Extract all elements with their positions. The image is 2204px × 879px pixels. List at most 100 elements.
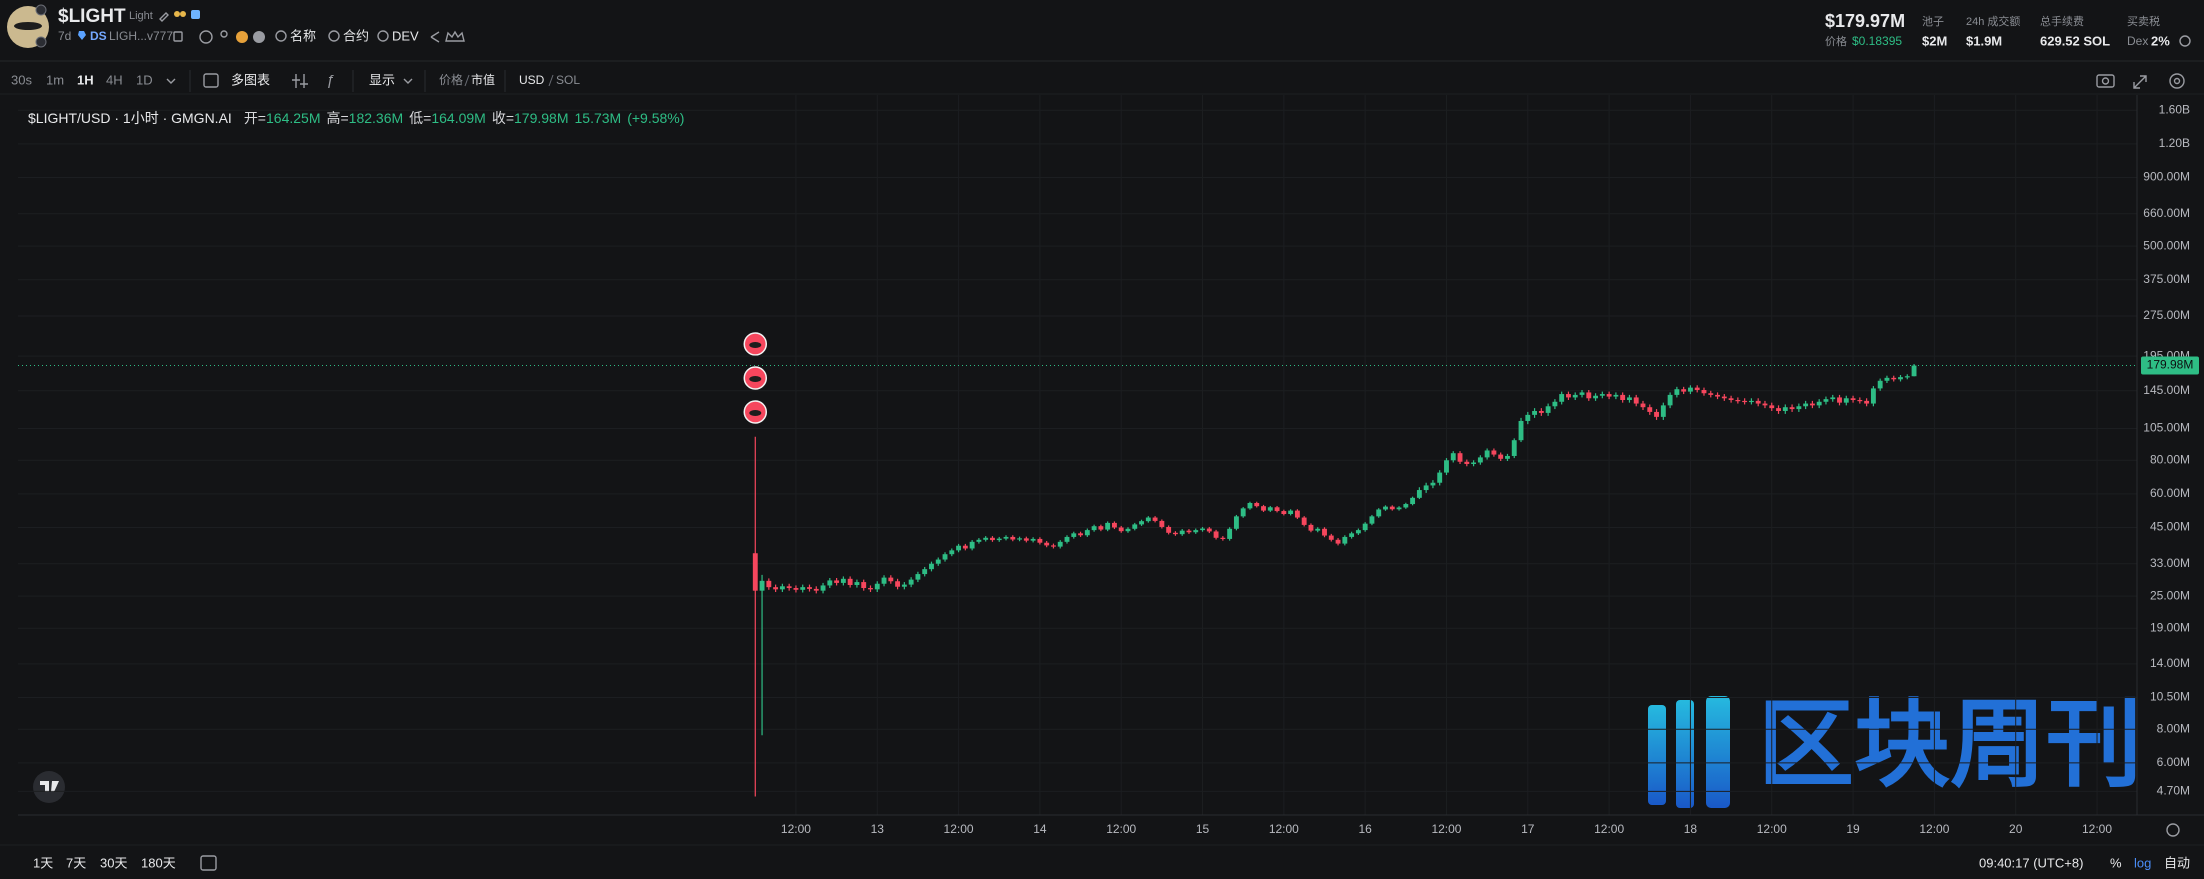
- candle-body: [1322, 528, 1327, 536]
- currency[interactable]: SOL: [556, 73, 580, 87]
- screenshot-icon[interactable]: [2096, 74, 2115, 88]
- x-tick-label: 18: [1684, 822, 1698, 836]
- plot: 1.60B 1.20B 900.00M 660.00M 500.00M 375.00M 27…: [18, 95, 2204, 836]
- scale-mode[interactable]: %: [2110, 855, 2122, 870]
- y-tick-label: 45.00M: [2150, 520, 2190, 534]
- y-tick-label: 900.00M: [2143, 170, 2190, 184]
- candle-body: [1105, 522, 1111, 530]
- goto-date-icon[interactable]: [200, 855, 217, 871]
- event-marker-face: [749, 410, 762, 416]
- candle-body: [1396, 507, 1402, 510]
- search-dev[interactable]: DEV: [392, 28, 419, 43]
- dropdown-icon[interactable]: [166, 78, 176, 84]
- legend-label: 低=: [409, 110, 431, 126]
- range[interactable]: 7天: [66, 855, 86, 870]
- candle-body: [1511, 440, 1517, 456]
- candle-body: [1620, 394, 1626, 401]
- axis-settings-icon[interactable]: [2166, 823, 2180, 837]
- interval[interactable]: 30s: [11, 72, 32, 87]
- scale-mode-active[interactable]: log: [2134, 855, 2151, 870]
- y-tick-label: 1.20B: [2159, 136, 2190, 150]
- stat-label: 24h 成交额: [1966, 14, 2020, 28]
- range[interactable]: 180天: [141, 855, 176, 870]
- globe-icon[interactable]: [199, 30, 213, 44]
- header: $LIGHT Light 7d DS LIGH...v777 名称 合约 DEV…: [7, 4, 2191, 48]
- candle-body: [1735, 400, 1741, 402]
- ohlc-legend: $LIGHT/USD · 1小时 · GMGN.AI 开=164.25M 高=182…: [28, 110, 684, 126]
- settings-icon[interactable]: [2169, 73, 2185, 89]
- display[interactable]: 显示: [369, 72, 395, 87]
- interval-active[interactable]: 1H: [77, 72, 94, 87]
- scale-mode[interactable]: 自动: [2164, 855, 2190, 870]
- candle-body: [1545, 406, 1551, 413]
- candle-body: [793, 588, 799, 590]
- candle-body: [1349, 533, 1355, 537]
- market-cap: $179.97M: [1825, 11, 1905, 31]
- candle-body: [1186, 530, 1192, 533]
- candle-body: [1701, 389, 1707, 394]
- watermark: 区块周刊: [1648, 691, 2142, 808]
- value-mode[interactable]: 价格: [439, 72, 463, 87]
- x-tick-label: 14: [1033, 822, 1047, 836]
- edit-icon[interactable]: [159, 12, 169, 22]
- multi-chart[interactable]: 多图表: [231, 72, 270, 87]
- dropdown-icon[interactable]: [403, 78, 413, 84]
- candle-body: [1383, 506, 1388, 510]
- interval[interactable]: 1D: [136, 72, 153, 87]
- stat-label: 池子: [1922, 15, 1944, 28]
- x-tick-label: 12:00: [1594, 822, 1624, 836]
- user-icon[interactable]: [220, 30, 228, 38]
- search-contract[interactable]: 合约: [343, 28, 369, 43]
- candle-body: [1708, 393, 1714, 395]
- token-symbol: $LIGHT: [58, 6, 126, 27]
- candle-body: [752, 553, 758, 591]
- formula-icon[interactable]: ƒ: [326, 72, 334, 89]
- candle-body: [1566, 394, 1571, 398]
- interval[interactable]: 4H: [106, 72, 123, 87]
- multi-chart-icon[interactable]: [203, 73, 219, 88]
- fullscreen-icon[interactable]: [2133, 75, 2147, 89]
- indicator-icon[interactable]: [292, 74, 308, 88]
- legend-value: 164.09M: [431, 110, 485, 126]
- range[interactable]: 1天: [33, 855, 53, 870]
- legend-value: 179.98M: [514, 110, 568, 126]
- interval[interactable]: 1m: [46, 72, 64, 87]
- candle-body: [1084, 530, 1090, 536]
- slash: [464, 74, 470, 87]
- crown-icon[interactable]: [445, 30, 465, 42]
- x-tick-label: 12:00: [1269, 822, 1299, 836]
- currency-active[interactable]: USD: [519, 73, 545, 87]
- candle-body: [881, 577, 887, 584]
- candle-body: [840, 578, 846, 583]
- candle-body: [1471, 462, 1477, 464]
- watermark-text: 区块周刊: [1758, 691, 2142, 798]
- footer: 1天 7天 30天 180天 09:40:17 (UTC+8) % log 自动: [33, 855, 2190, 871]
- search-name[interactable]: 名称: [290, 28, 316, 43]
- candle-body: [1220, 537, 1226, 539]
- search-icon[interactable]: [275, 30, 287, 42]
- candle-body: [861, 582, 867, 589]
- tv-logo-mark: [40, 781, 59, 792]
- y-tick-label: 375.00M: [2143, 272, 2190, 286]
- tax-kind: Dex: [2127, 34, 2148, 48]
- search-icon[interactable]: [377, 30, 389, 42]
- y-tick-label: 105.00M: [2143, 421, 2190, 435]
- candle-body: [1633, 397, 1639, 404]
- candle-body: [1301, 517, 1307, 525]
- share-icon[interactable]: [430, 31, 440, 43]
- x-tick-label: 17: [1521, 822, 1535, 836]
- candle-body: [962, 545, 968, 549]
- search-icon[interactable]: [328, 30, 340, 42]
- copy-icon[interactable]: [173, 31, 183, 42]
- verified-icon: [191, 10, 200, 19]
- candle-body: [1376, 509, 1382, 517]
- legend-label: 开=: [244, 110, 266, 126]
- range[interactable]: 30天: [100, 855, 127, 870]
- candle-body: [929, 563, 934, 570]
- tax-info-icon[interactable]: [2179, 35, 2191, 47]
- value-mode-active[interactable]: 市值: [471, 72, 495, 87]
- candle-body: [1200, 528, 1205, 531]
- candle-body: [1010, 536, 1016, 540]
